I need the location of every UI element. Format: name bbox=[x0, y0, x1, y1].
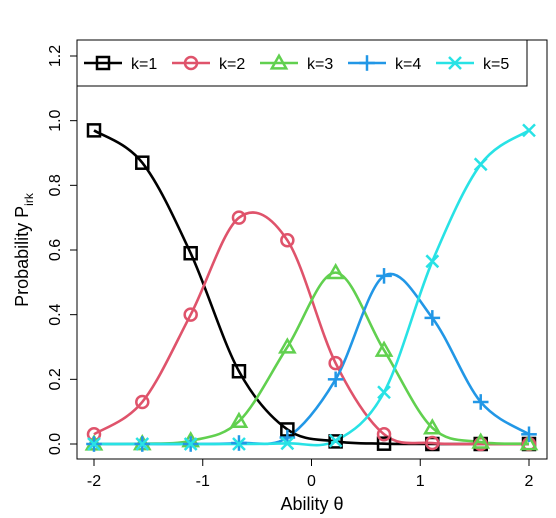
legend-marker-k4 bbox=[359, 55, 375, 71]
series-line-k2 bbox=[93, 211, 530, 446]
x-axis-label: Ability θ bbox=[280, 494, 343, 514]
data-point-k5-8 bbox=[473, 157, 488, 172]
y-axis-label-subscript: irk bbox=[22, 192, 36, 206]
data-point-k5-0 bbox=[87, 437, 101, 451]
y-tick-label: 0.2 bbox=[47, 368, 64, 390]
legend-label: k=2 bbox=[219, 56, 245, 73]
data-point-k5-1 bbox=[135, 437, 150, 451]
y-tick-label: 1.2 bbox=[47, 45, 64, 67]
data-point-k3-9 bbox=[519, 433, 539, 451]
y-axis-label-main: Probability P bbox=[12, 206, 32, 307]
data-point-k1-5 bbox=[328, 434, 343, 449]
y-axis: 0.0 0.2 0.4 0.6 0.8 1.0 1.2 bbox=[47, 45, 78, 455]
data-point-k5-7 bbox=[425, 254, 440, 269]
data-point-k3-5 bbox=[326, 262, 345, 280]
x-tick-label: 0 bbox=[307, 473, 316, 490]
legend-marker-k1 bbox=[95, 55, 111, 71]
legend: k=1 k=2 k=3 k=4 k=5 bbox=[76, 39, 528, 87]
data-point-k3-8 bbox=[471, 432, 491, 449]
data-point-k5-3 bbox=[232, 437, 246, 451]
data-point-k2-2 bbox=[183, 307, 198, 322]
legend-label: k=3 bbox=[307, 56, 333, 73]
data-point-k5-9 bbox=[522, 123, 536, 138]
data-point-k2-7 bbox=[425, 435, 440, 451]
y-tick-label: 1.0 bbox=[47, 109, 64, 131]
data-point-k3-3 bbox=[229, 411, 249, 429]
data-point-k1-2 bbox=[183, 245, 198, 261]
legend-item-k1: k=1 bbox=[84, 55, 157, 73]
data-point-k3-4 bbox=[278, 337, 297, 354]
x-tick-label: 1 bbox=[416, 473, 425, 490]
data-point-k1-1 bbox=[135, 155, 150, 170]
legend-label: k=1 bbox=[131, 56, 157, 73]
data-point-k3-7 bbox=[422, 418, 442, 435]
x-tick-label: 2 bbox=[525, 473, 534, 490]
data-point-k2-5 bbox=[328, 355, 343, 371]
data-point-k3-6 bbox=[374, 340, 394, 357]
y-tick-label: 0.8 bbox=[47, 174, 64, 196]
x-axis: -2 -1 0 1 2 bbox=[87, 458, 534, 490]
data-point-k5-5 bbox=[328, 433, 343, 448]
y-tick-label: 0.6 bbox=[47, 239, 64, 261]
legend-item-k3: k=3 bbox=[260, 53, 333, 73]
series-line-k5 bbox=[94, 129, 530, 447]
legend-item-k5: k=5 bbox=[436, 56, 509, 73]
marker-layer bbox=[84, 123, 539, 452]
legend-marker-k5 bbox=[448, 56, 462, 70]
legend-marker-k2 bbox=[183, 55, 199, 71]
data-point-k1-6 bbox=[376, 436, 392, 451]
data-point-k4-9 bbox=[521, 426, 537, 443]
data-point-k2-4 bbox=[280, 233, 295, 248]
data-point-k4-5 bbox=[327, 371, 344, 388]
data-point-k5-2 bbox=[183, 437, 198, 451]
data-point-k4-7 bbox=[424, 310, 441, 326]
data-point-k1-0 bbox=[86, 123, 102, 138]
x-tick-label: -2 bbox=[87, 473, 101, 490]
y-tick-label: 0.0 bbox=[47, 433, 64, 455]
series-line-k3 bbox=[93, 271, 530, 446]
data-point-k2-6 bbox=[376, 427, 392, 442]
legend-item-k2: k=2 bbox=[172, 55, 245, 73]
data-point-k1-3 bbox=[231, 364, 247, 379]
data-point-k5-4 bbox=[280, 436, 295, 451]
x-tick-label: -1 bbox=[196, 473, 210, 490]
data-point-k2-3 bbox=[231, 210, 247, 225]
data-point-k4-8 bbox=[472, 394, 489, 410]
data-point-k5-6 bbox=[377, 385, 391, 400]
data-point-k4-6 bbox=[376, 268, 392, 284]
legend-label: k=4 bbox=[395, 56, 421, 73]
legend-marker-k3 bbox=[269, 53, 289, 70]
y-tick-label: 0.4 bbox=[47, 303, 64, 325]
legend-item-k4: k=4 bbox=[348, 55, 421, 73]
series-line-k1 bbox=[93, 129, 529, 446]
y-axis-label: Probability Pirk bbox=[12, 192, 36, 307]
legend-label: k=5 bbox=[483, 56, 509, 73]
data-point-k2-1 bbox=[135, 394, 150, 410]
curve-layer bbox=[93, 129, 530, 447]
